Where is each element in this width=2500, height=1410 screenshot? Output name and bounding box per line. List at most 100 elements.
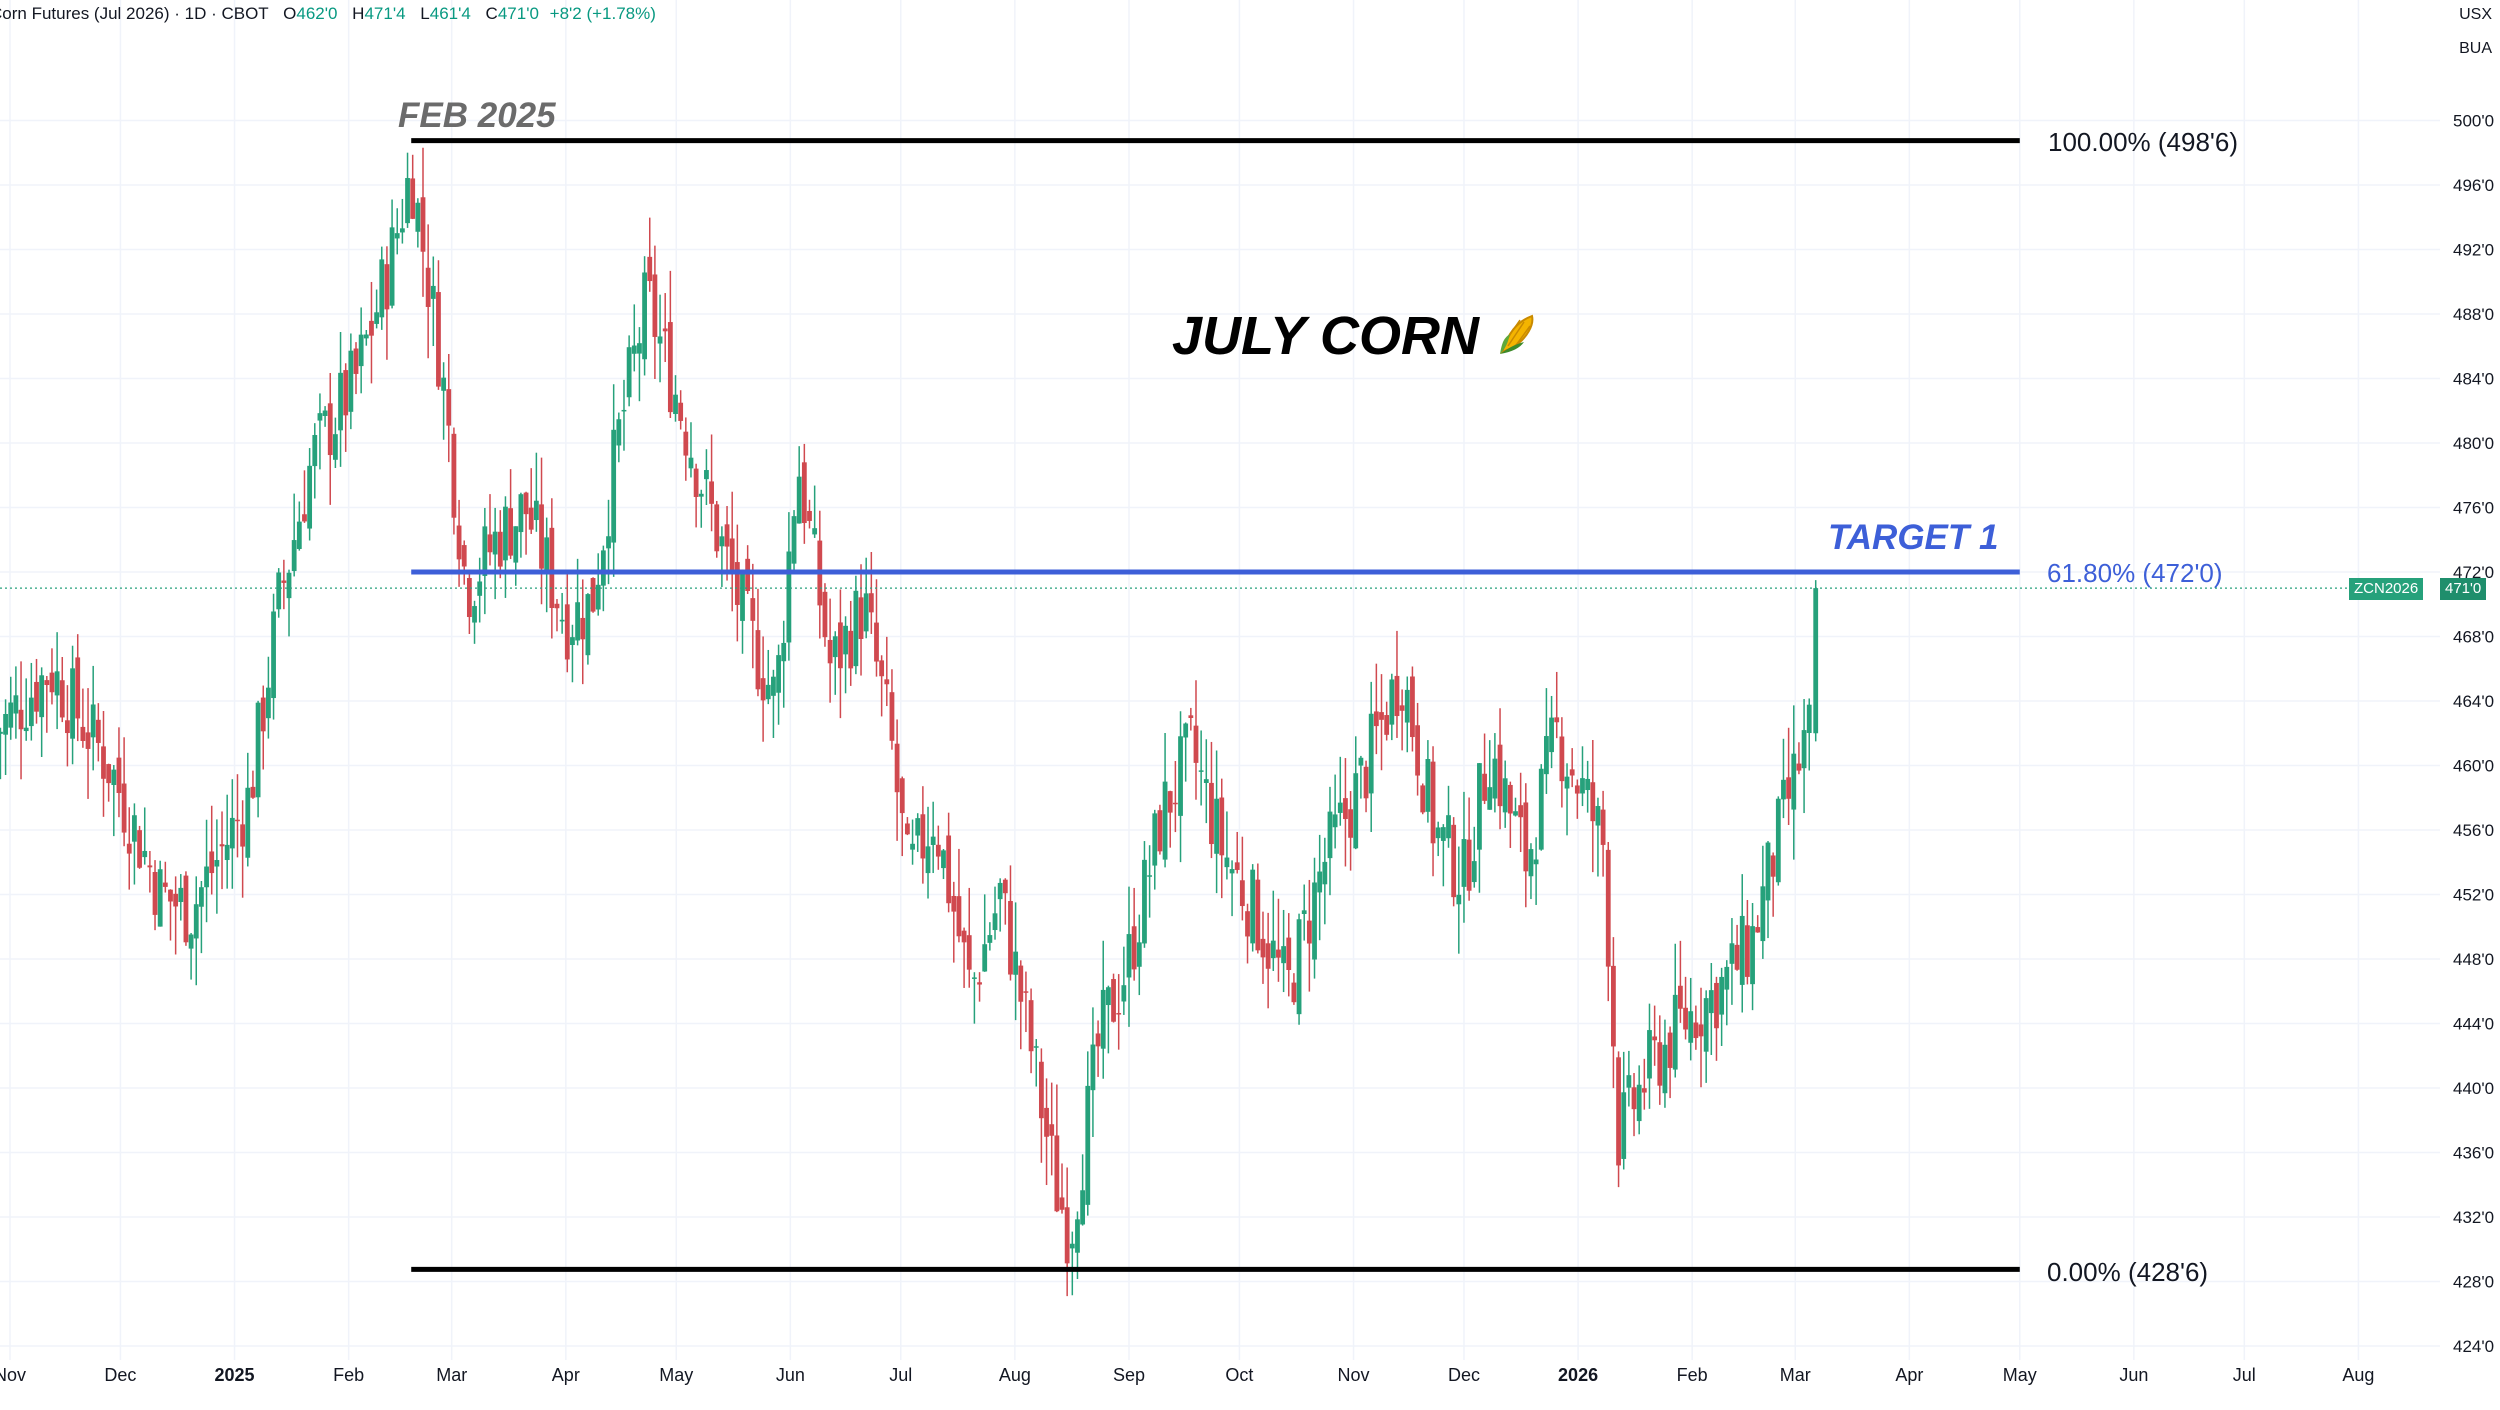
candle-body xyxy=(1209,782,1214,845)
candle-body xyxy=(384,264,390,310)
time-tick-label: Dec xyxy=(104,1365,136,1385)
candle-body xyxy=(1734,944,1740,970)
candle-body xyxy=(1044,1107,1049,1137)
candle-body xyxy=(1018,965,1024,1002)
candle-body xyxy=(771,676,776,696)
time-tick-label: Jul xyxy=(2233,1365,2256,1385)
candle-body xyxy=(39,675,45,718)
candle-body xyxy=(65,720,70,734)
candle-body xyxy=(1090,1044,1096,1091)
candle-body xyxy=(533,500,539,521)
candle-body xyxy=(1585,778,1591,791)
candle-body xyxy=(410,178,416,219)
candle-body xyxy=(1513,811,1518,816)
price-tick-label: 440'0 xyxy=(2453,1079,2494,1098)
close-label: C xyxy=(485,4,498,23)
time-tick-label: Jul xyxy=(889,1365,912,1385)
candle-body xyxy=(250,786,256,798)
candle-body xyxy=(580,617,586,640)
candle-body xyxy=(1224,857,1230,868)
chart-title: JULY CORN xyxy=(1172,305,1542,367)
candle-body xyxy=(157,869,163,927)
time-tick-label: Nov xyxy=(1338,1365,1370,1385)
candle-body xyxy=(1265,943,1271,969)
candle-body xyxy=(1471,861,1477,883)
candle-body xyxy=(1131,926,1137,970)
candle-body xyxy=(1631,1087,1637,1110)
candle-body xyxy=(693,468,699,497)
candle-body xyxy=(848,630,854,669)
candle-body xyxy=(554,603,560,609)
candle-body xyxy=(1126,934,1132,978)
time-axis[interactable]: Nov Dec 2025 Feb Mar Apr May Jun Jul Aug Sep Oct Nov… xyxy=(0,1365,2374,1385)
price-tick-label: 444'0 xyxy=(2453,1015,2494,1034)
candle-body xyxy=(49,672,55,693)
candle-body xyxy=(621,409,627,412)
price-tick-label: 492'0 xyxy=(2453,241,2494,260)
candle-body xyxy=(168,889,173,902)
candle-body xyxy=(1255,879,1261,951)
price-tick-label: 472'0 xyxy=(2453,563,2494,582)
candle-body xyxy=(132,815,137,842)
currency-unit-secondary[interactable]: BUA xyxy=(2459,40,2492,57)
candle-body xyxy=(807,510,812,521)
candle-body xyxy=(745,558,751,591)
time-tick-label: Apr xyxy=(1895,1365,1923,1385)
candle-body xyxy=(1312,882,1317,960)
candle-body xyxy=(1641,1088,1647,1093)
corn-icon xyxy=(1500,314,1534,354)
candle-body xyxy=(1523,802,1529,872)
candle-body xyxy=(528,507,534,530)
candle-body xyxy=(1549,717,1554,753)
candle-body xyxy=(1095,1033,1101,1047)
candle-body xyxy=(1703,998,1709,1052)
candle-body xyxy=(405,178,410,224)
candle-body xyxy=(1379,712,1384,720)
time-tick-label: 2026 xyxy=(1558,1365,1598,1385)
candle-body xyxy=(255,702,261,798)
price-tick-label: 428'0 xyxy=(2453,1273,2494,1292)
candle-body xyxy=(3,714,8,735)
candle-body xyxy=(106,764,112,784)
candle-body xyxy=(1337,802,1343,813)
candle-body xyxy=(539,504,544,569)
candle-body xyxy=(843,625,848,655)
candle-body xyxy=(1688,1011,1694,1043)
candle-body xyxy=(296,521,302,549)
candle-body xyxy=(667,322,673,413)
candle-body xyxy=(1353,773,1359,849)
candle-body xyxy=(1420,785,1426,813)
candle-body xyxy=(229,817,235,849)
candle-body xyxy=(8,702,14,728)
candle-body xyxy=(379,259,385,318)
currency-unit[interactable]: USX xyxy=(2459,6,2492,23)
candle-body xyxy=(611,429,617,543)
candle-body xyxy=(1234,862,1240,870)
candle-body xyxy=(1559,736,1565,782)
candle-body xyxy=(827,639,833,664)
candle-body xyxy=(338,372,343,431)
candle-body xyxy=(616,419,622,446)
price-axis[interactable]: 500'0 496'0 492'0 488'0 484'0 480'0 476'0 472'0… xyxy=(2453,112,2494,1357)
candle-body xyxy=(1672,994,1678,1070)
candle-body xyxy=(889,692,895,741)
candle-body xyxy=(1080,1190,1086,1225)
candle-body xyxy=(343,370,349,416)
price-tick-label: 432'0 xyxy=(2453,1208,2494,1227)
candle-body xyxy=(85,732,91,749)
candle-body xyxy=(1636,1084,1642,1122)
candle-body xyxy=(446,389,452,426)
time-tick-label: Oct xyxy=(1225,1365,1253,1385)
candle-body xyxy=(1373,711,1379,727)
candle-body xyxy=(961,930,967,943)
candle-body xyxy=(1729,943,1735,964)
candle-body xyxy=(1544,736,1549,775)
candle-body xyxy=(796,476,802,524)
time-tick-label: May xyxy=(659,1365,693,1385)
candle-body xyxy=(822,591,828,638)
candle-body xyxy=(369,320,374,336)
candle-body xyxy=(1678,985,1683,1009)
candle-body xyxy=(363,334,369,339)
price-tick-label: 500'0 xyxy=(2453,112,2494,131)
